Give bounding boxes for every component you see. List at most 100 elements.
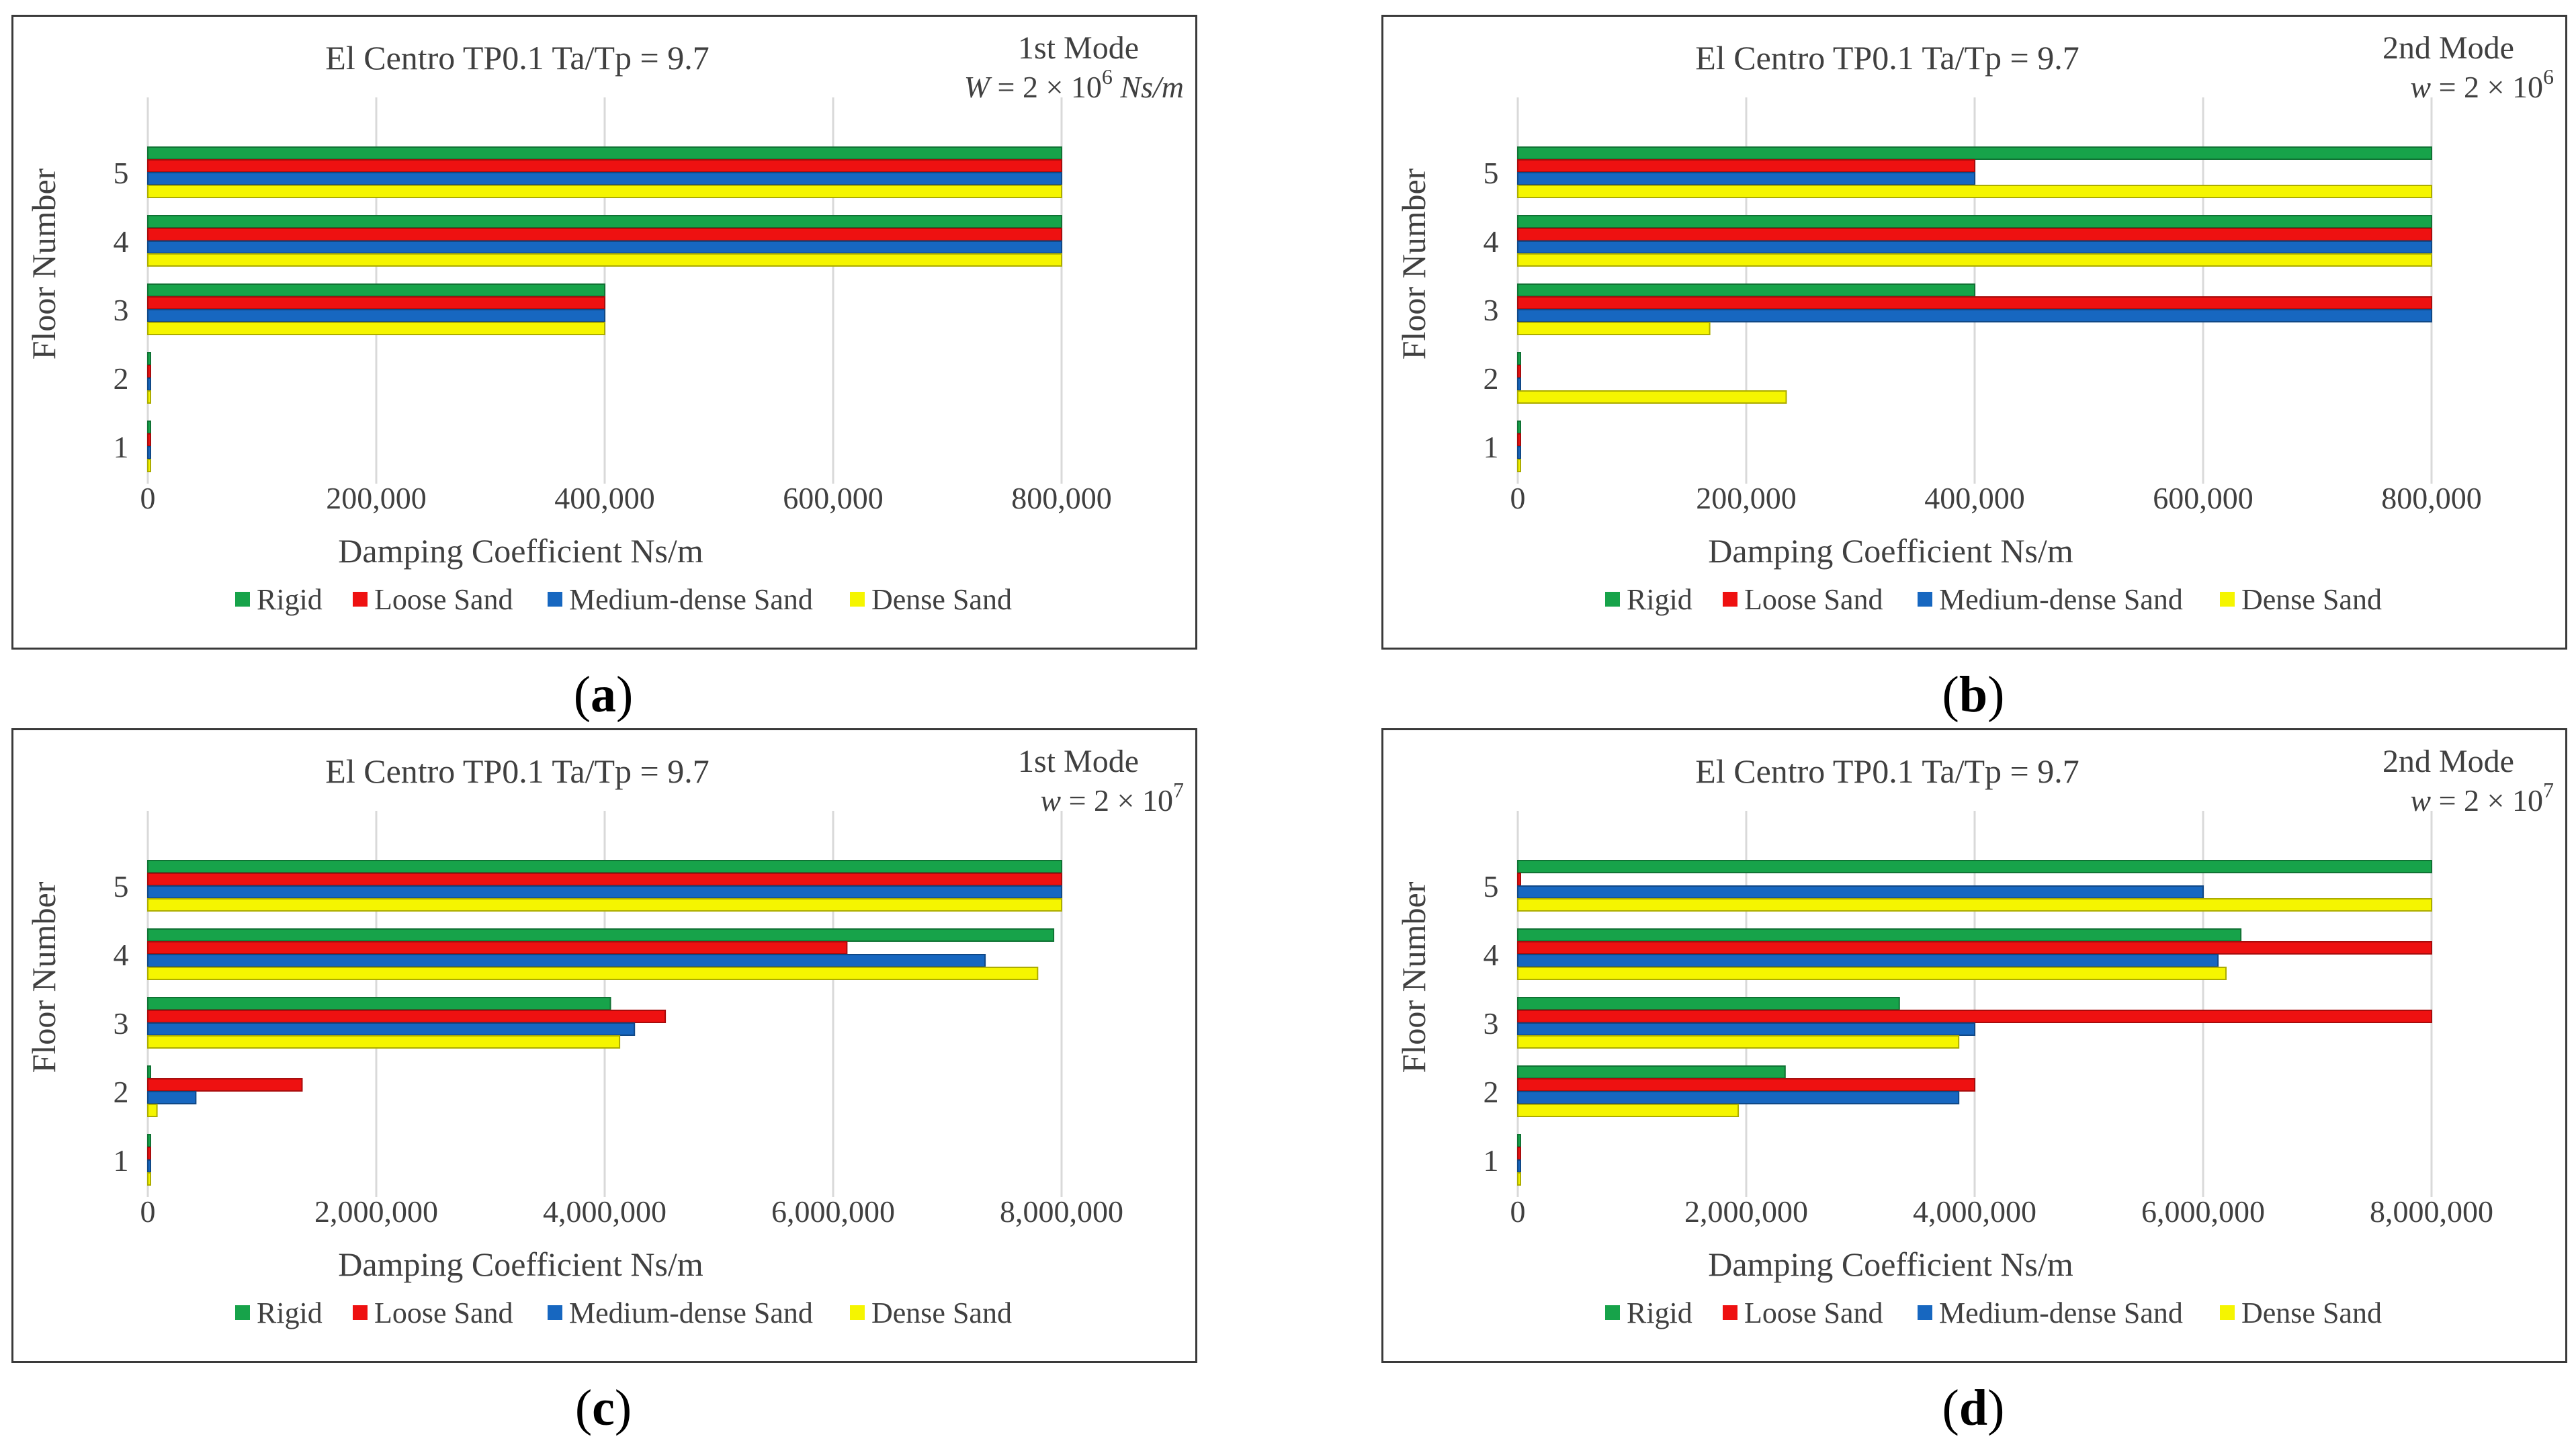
legend-swatch-a-dense-sand: [850, 592, 865, 607]
legend-swatch-c-loose-sand: [353, 1305, 368, 1320]
y-tick-d-4: 4: [1484, 938, 1499, 972]
bar-c-floor3-medium-dense-sand: [147, 1022, 636, 1036]
x-tick-a-3: 600,000: [783, 481, 884, 515]
chart-panel-b: 1 2 3 4 5 0 200,000 400,000 600,000 800,000 Dampin…: [1381, 15, 2567, 650]
y-axis-label-c: Floor Number: [25, 881, 62, 1073]
bar-c-floor4-loose-sand: [147, 941, 848, 955]
bar-c-floor4-medium-dense-sand: [147, 954, 986, 967]
bar-c-floor3-loose-sand: [147, 1010, 667, 1023]
bar-c-floor2-dense-sand: [147, 1104, 158, 1117]
x-tick-d-3: 6,000,000: [2141, 1194, 2265, 1229]
y-tick-b-3: 3: [1484, 293, 1499, 327]
y-tick-b-4: 4: [1484, 224, 1499, 259]
legend-swatch-b-dense-sand: [2220, 592, 2235, 607]
bar-b-floor2-dense-sand: [1517, 390, 1787, 404]
bar-d-floor5-loose-sand: [1517, 873, 1521, 886]
legend-swatch-b-rigid: [1605, 592, 1620, 607]
legend-label-d-medium-dense-sand: Medium-dense Sand: [1939, 1296, 2183, 1329]
x-tick-b-4: 800,000: [2381, 481, 2482, 515]
y-tick-d-1: 1: [1484, 1143, 1499, 1178]
mode-formula-c: w = 2 × 107: [1040, 778, 1184, 818]
x-axis-label-b: Damping Coefficient Ns/m: [1708, 532, 2073, 570]
legend-swatch-d-medium-dense-sand: [1918, 1305, 1932, 1320]
bar-b-floor2-rigid: [1517, 352, 1521, 365]
y-tick-b-1: 1: [1484, 430, 1499, 464]
y-tick-c-5: 5: [114, 869, 129, 904]
x-tick-d-1: 2,000,000: [1684, 1194, 1808, 1229]
x-tick-b-2: 400,000: [1924, 481, 2025, 515]
bar-d-floor3-rigid: [1517, 997, 1900, 1010]
x-tick-b-3: 600,000: [2153, 481, 2253, 515]
y-axis-label-a: Floor Number: [25, 168, 62, 359]
bar-d-floor5-medium-dense-sand: [1517, 885, 2204, 899]
bar-b-floor1-loose-sand: [1517, 433, 1521, 447]
y-axis-label-d: Floor Number: [1395, 881, 1432, 1073]
bar-a-floor1-medium-dense-sand: [147, 446, 151, 459]
mode-label-a: 1st Mode: [1018, 30, 1139, 66]
mode-formula-a: W = 2 × 106 Ns/m: [964, 64, 1184, 104]
bar-c-floor1-medium-dense-sand: [147, 1159, 151, 1173]
bar-d-floor4-rigid: [1517, 928, 2242, 942]
bar-c-floor2-loose-sand: [147, 1078, 303, 1092]
x-tick-c-3: 6,000,000: [771, 1194, 895, 1229]
bar-a-floor5-loose-sand: [147, 159, 1062, 173]
bar-d-floor4-medium-dense-sand: [1517, 954, 2219, 967]
bar-c-floor3-dense-sand: [147, 1035, 621, 1049]
legend-label-b-medium-dense-sand: Medium-dense Sand: [1939, 583, 2183, 616]
y-tick-c-2: 2: [114, 1075, 129, 1109]
bar-d-floor3-loose-sand: [1517, 1010, 2432, 1023]
y-tick-c-3: 3: [114, 1006, 129, 1041]
bar-c-floor2-medium-dense-sand: [147, 1091, 197, 1104]
legend-swatch-b-medium-dense-sand: [1918, 592, 1932, 607]
bar-d-floor2-rigid: [1517, 1065, 1786, 1079]
y-tick-a-5: 5: [114, 156, 129, 190]
x-axis-label-c: Damping Coefficient Ns/m: [338, 1245, 703, 1283]
chart-panel-a: 1 2 3 4 5 0 200,000 400,000 600,000 800,000 Dampin…: [11, 15, 1197, 650]
bar-c-floor4-dense-sand: [147, 967, 1039, 980]
mode-label-c: 1st Mode: [1018, 744, 1139, 779]
bar-b-floor3-medium-dense-sand: [1517, 309, 2432, 322]
bar-d-floor1-rigid: [1517, 1134, 1521, 1147]
bar-a-floor2-medium-dense-sand: [147, 378, 151, 391]
bar-a-floor3-dense-sand: [147, 322, 605, 335]
x-tick-a-1: 200,000: [326, 481, 427, 515]
bar-a-floor5-medium-dense-sand: [147, 172, 1062, 185]
bar-d-floor3-medium-dense-sand: [1517, 1022, 1975, 1036]
bar-d-floor4-loose-sand: [1517, 941, 2432, 955]
x-tick-c-2: 4,000,000: [543, 1194, 667, 1229]
y-tick-d-5: 5: [1484, 869, 1499, 904]
legend-label-d-dense-sand: Dense Sand: [2241, 1296, 2382, 1329]
legend-label-c-rigid: Rigid: [257, 1296, 323, 1329]
chart-title-b: El Centro TP0.1 Ta/Tp = 9.7: [1695, 39, 2079, 77]
x-tick-d-0: 0: [1510, 1194, 1526, 1229]
legend-label-b-loose-sand: Loose Sand: [1744, 583, 1883, 616]
chart-svg-c: 1 2 3 4 5 0 2,000,000 4,000,000 6,000,000 8,000,0…: [25, 744, 1184, 1329]
bar-a-floor5-dense-sand: [147, 185, 1062, 198]
legend-label-c-dense-sand: Dense Sand: [871, 1296, 1012, 1329]
legend-label-a-dense-sand: Dense Sand: [871, 583, 1012, 616]
bar-d-floor3-dense-sand: [1517, 1035, 1960, 1049]
caption-c-letter: c: [592, 1380, 615, 1436]
caption-c: (c): [574, 1380, 632, 1436]
x-tick-a-0: 0: [140, 481, 156, 515]
x-axis-label-d: Damping Coefficient Ns/m: [1708, 1245, 2073, 1283]
bar-d-floor1-loose-sand: [1517, 1147, 1521, 1160]
mode-label-b: 2nd Mode: [2382, 30, 2514, 66]
bar-d-floor2-medium-dense-sand: [1517, 1091, 1960, 1104]
legend-swatch-a-loose-sand: [353, 592, 368, 607]
legend-swatch-c-dense-sand: [850, 1305, 865, 1320]
caption-a: (a): [573, 666, 634, 723]
chart-svg-d: 1 2 3 4 5 0 2,000,000 4,000,000 6,000,000 8,000,0…: [1395, 744, 2554, 1329]
bar-d-floor2-dense-sand: [1517, 1104, 1740, 1117]
y-tick-a-2: 2: [114, 361, 129, 396]
bar-a-floor2-loose-sand: [147, 365, 151, 378]
chart-title-a: El Centro TP0.1 Ta/Tp = 9.7: [325, 39, 709, 77]
x-tick-b-0: 0: [1510, 481, 1526, 515]
bar-d-floor1-dense-sand: [1517, 1172, 1521, 1186]
bar-d-floor5-dense-sand: [1517, 898, 2432, 912]
bar-b-floor5-medium-dense-sand: [1517, 172, 1975, 185]
bar-b-floor4-medium-dense-sand: [1517, 240, 2432, 254]
bar-b-floor3-rigid: [1517, 283, 1975, 297]
bar-a-floor3-rigid: [147, 283, 605, 297]
bar-c-floor1-dense-sand: [147, 1172, 151, 1186]
